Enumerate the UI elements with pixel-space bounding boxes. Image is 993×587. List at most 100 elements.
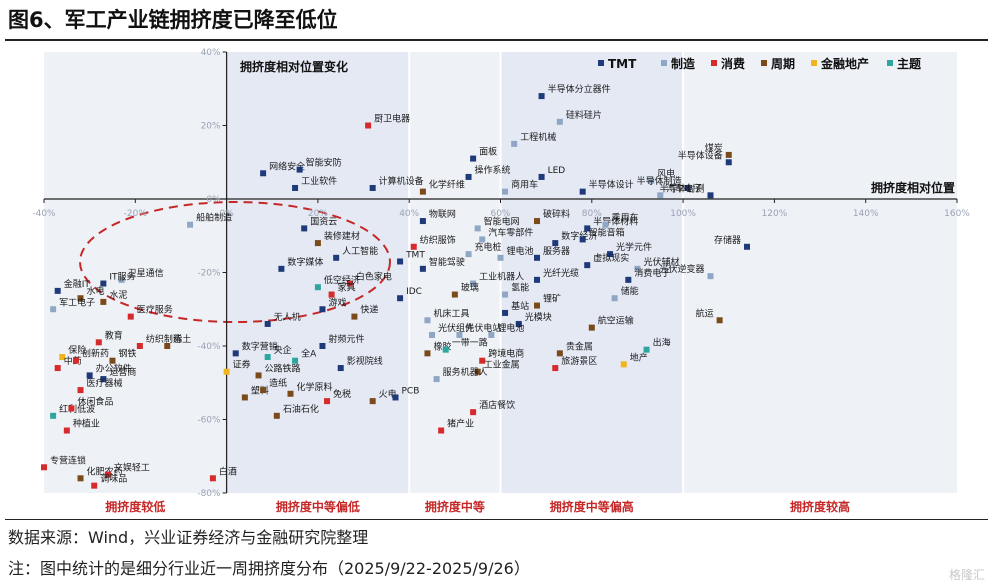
data-point: [264, 354, 271, 361]
point-label: 商用车: [511, 179, 538, 191]
point-label: 造纸: [269, 377, 287, 389]
x-tick-label: 0%: [219, 209, 234, 219]
point-label: 光纤光缆: [543, 267, 579, 279]
point-label: 办公软件: [96, 362, 132, 374]
data-point: [648, 177, 655, 184]
point-label: 一带一路: [452, 337, 488, 349]
point-label: 塑料: [251, 384, 269, 396]
point-label: 出海: [653, 337, 671, 349]
zone-band: [683, 52, 957, 493]
data-point: [442, 346, 449, 353]
data-point: [474, 225, 481, 232]
x-tick-label: 160%: [944, 209, 970, 219]
data-point: [392, 394, 399, 401]
data-point: [707, 192, 714, 199]
data-point: [127, 313, 134, 320]
data-point: [479, 357, 486, 364]
data-point: [369, 398, 376, 405]
data-point: [100, 280, 107, 287]
point-label: 硅料硅片: [566, 109, 602, 121]
point-label: 厨卫电器: [374, 113, 410, 125]
point-label: 氢能: [511, 282, 529, 294]
point-label: 工业软件: [301, 175, 337, 187]
zone-label: 拥挤度较高: [790, 499, 850, 514]
point-label: 低空经济: [324, 274, 360, 286]
data-point: [429, 331, 436, 338]
point-label: 工业机器人: [479, 271, 524, 283]
data-point: [100, 376, 107, 383]
legend-label: 制造: [671, 56, 696, 71]
y-tick-label: 40%: [201, 48, 221, 58]
figure-title: 图6、军工产业链拥挤度已降至低位: [8, 8, 338, 32]
data-point: [451, 291, 458, 298]
point-label: 虚拟现实: [593, 252, 629, 264]
legend: TMT 制造 消费 周期 金融地产 主题: [598, 56, 922, 71]
data-point: [328, 291, 335, 298]
zone-label: 拥挤度中等偏高: [550, 499, 634, 514]
point-label: 化学原料: [297, 381, 333, 393]
point-label: 航运: [696, 307, 714, 319]
legend-marker: [661, 60, 667, 66]
point-label: 快递: [360, 304, 378, 316]
point-label: 半导体封测: [659, 182, 704, 194]
axes: -40% -20% 0% 20% 40% 60% 80% 100% 120% 140% 160% 40…: [32, 48, 970, 499]
data-point: [607, 251, 614, 258]
y-tick-label: -80%: [197, 489, 221, 499]
data-point: [502, 188, 509, 195]
point-label: 游戏: [328, 296, 346, 308]
legend-marker: [598, 60, 604, 66]
data-point: [397, 258, 404, 265]
data-point: [260, 170, 267, 177]
data-point: [611, 295, 618, 302]
data-point: [333, 254, 340, 261]
data-point: [511, 140, 518, 147]
point-label: 水电: [87, 285, 105, 297]
y-tick-label: -20%: [197, 269, 221, 279]
point-label: 种植业: [73, 418, 100, 430]
legend-marker: [811, 60, 817, 66]
point-label: 公路铁路: [265, 362, 301, 374]
data-point: [264, 320, 271, 327]
point-label: 中药: [64, 355, 82, 367]
title-divider: [5, 39, 988, 41]
point-label: 服务器: [543, 245, 570, 257]
data-point: [319, 306, 326, 313]
data-point: [725, 151, 732, 158]
data-point: [584, 225, 591, 232]
data-point: [744, 243, 751, 250]
point-label: 半导体分立器件: [548, 83, 611, 95]
data-point: [223, 368, 230, 375]
legend-marker: [887, 60, 893, 66]
point-label: 央企: [274, 344, 292, 356]
data-point: [465, 251, 472, 258]
data-point: [72, 357, 79, 364]
point-label: 纺织制造: [146, 333, 182, 345]
data-point: [474, 368, 481, 375]
point-label: 服务机器人: [443, 366, 488, 378]
point-label: 装修建材: [324, 230, 360, 242]
legend-label: 金融地产: [820, 56, 869, 71]
legend-label: 周期: [771, 56, 795, 71]
x-tick-label: 60%: [490, 209, 510, 219]
point-label: 智能音箱: [589, 226, 625, 238]
data-point: [538, 173, 545, 180]
point-label: 卫星通信: [128, 267, 164, 279]
x-tick-label: -40%: [32, 209, 56, 219]
y-tick-label: -60%: [197, 416, 221, 426]
point-label: 地产: [630, 351, 648, 363]
data-point: [534, 302, 541, 309]
point-label: 火电: [379, 388, 397, 400]
point-label: 智能驾驶: [429, 256, 465, 268]
point-label: 汽车电子: [666, 182, 702, 194]
data-point: [502, 309, 509, 316]
data-point: [419, 265, 426, 272]
x-tick-label: 20%: [308, 209, 328, 219]
data-point: [716, 317, 723, 324]
data-point: [369, 184, 376, 191]
data-point: [50, 306, 57, 313]
x-tick-label: 80%: [582, 209, 602, 219]
data-point: [552, 240, 559, 247]
data-point: [556, 118, 563, 125]
zone-band: [44, 52, 227, 493]
